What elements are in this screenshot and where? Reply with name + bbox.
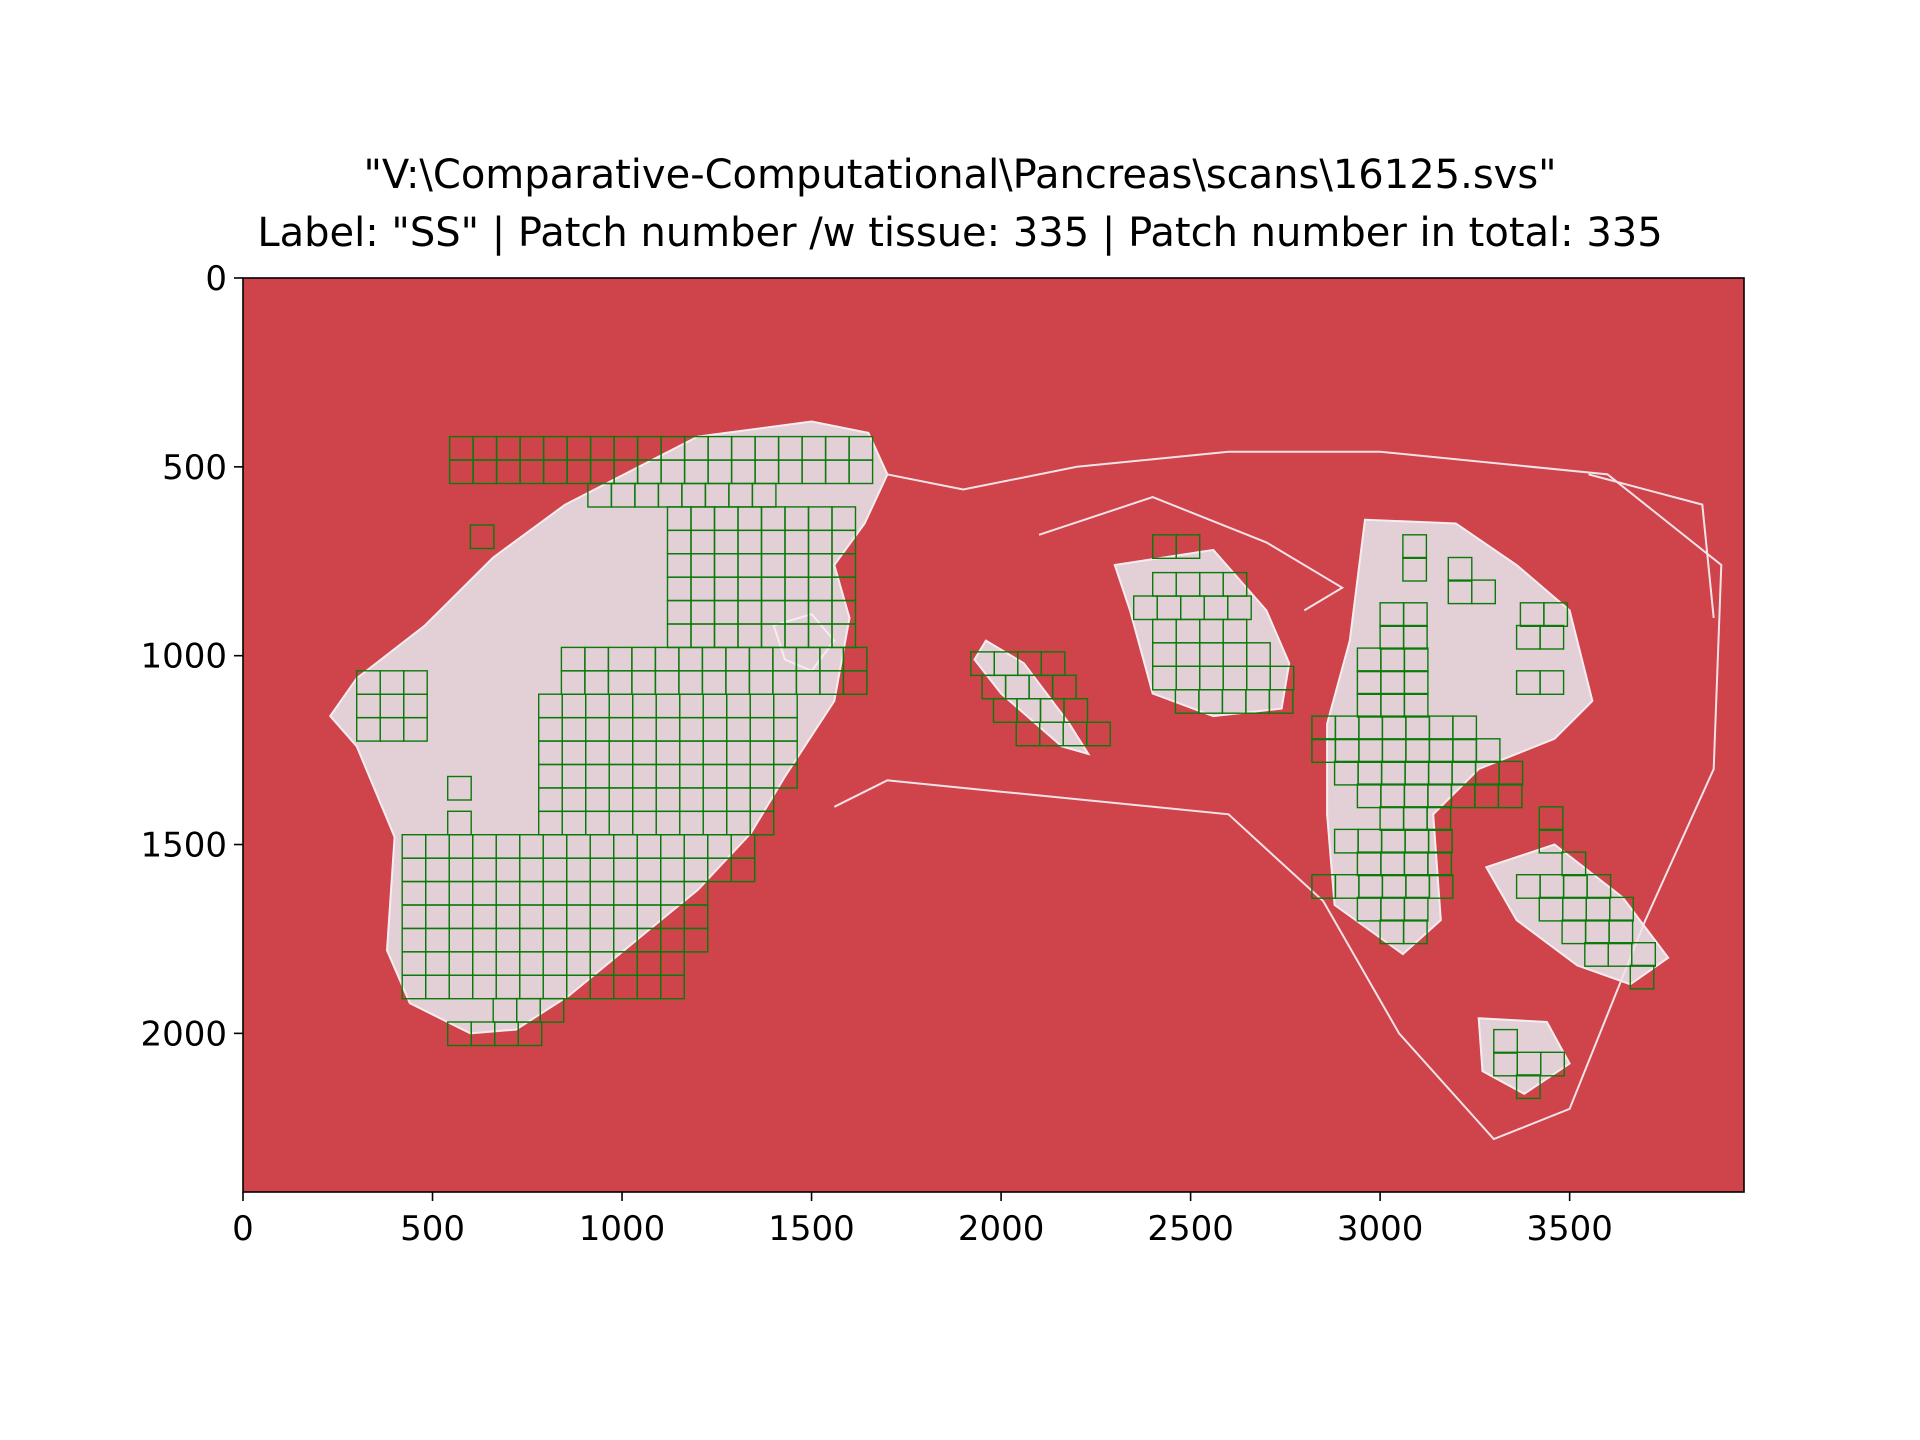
x-tick-label: 500 bbox=[400, 1209, 465, 1249]
y-tick-label: 500 bbox=[162, 448, 227, 488]
x-tick-label: 0 bbox=[232, 1209, 254, 1249]
y-tick-label: 2000 bbox=[140, 1014, 227, 1054]
x-axis: 0 500 1000 1500 2000 2500 3000 3500 bbox=[232, 1192, 1613, 1249]
x-tick-label: 3500 bbox=[1526, 1209, 1613, 1249]
x-tick-label: 1500 bbox=[768, 1209, 855, 1249]
x-tick-label: 3000 bbox=[1337, 1209, 1424, 1249]
y-tick-label: 0 bbox=[205, 259, 227, 299]
slide-image bbox=[243, 278, 1744, 1192]
y-tick-label: 1500 bbox=[140, 826, 227, 866]
y-tick-label: 1000 bbox=[140, 637, 227, 677]
x-tick-label: 1000 bbox=[579, 1209, 666, 1249]
x-tick-label: 2500 bbox=[1147, 1209, 1234, 1249]
y-axis: 0 500 1000 1500 2000 bbox=[140, 259, 243, 1054]
x-tick-label: 2000 bbox=[958, 1209, 1045, 1249]
